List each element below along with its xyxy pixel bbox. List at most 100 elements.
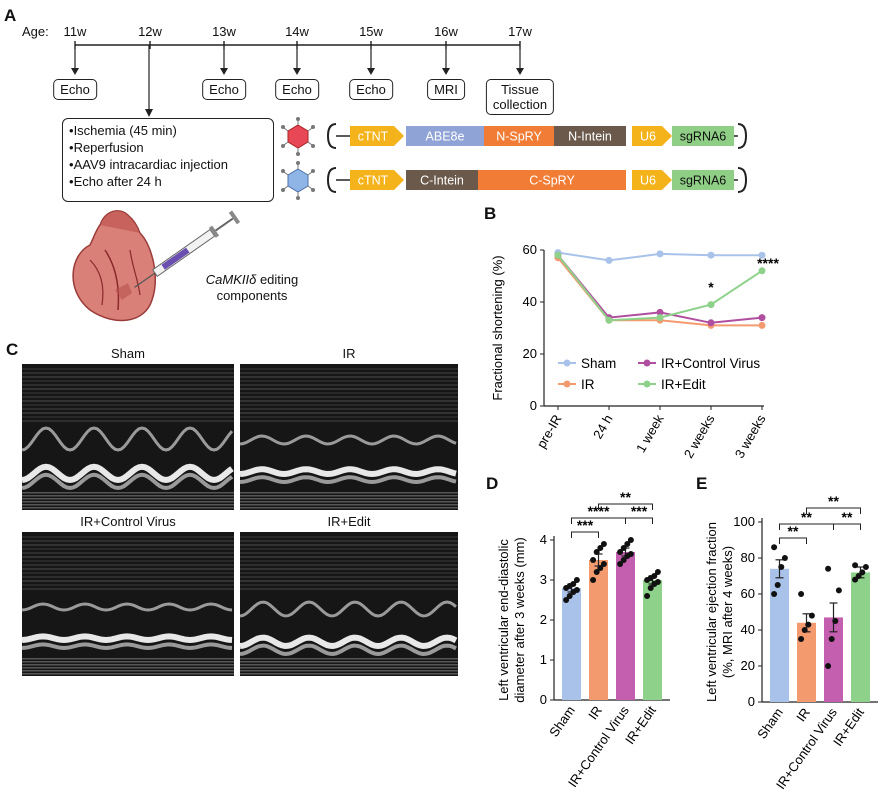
echo-wall-band <box>240 412 458 414</box>
echo-wall-band <box>22 572 234 574</box>
y-tick-label: 80 <box>741 550 755 565</box>
legend-marker <box>643 359 651 367</box>
echo-wall-band <box>22 380 234 382</box>
data-point <box>771 544 778 551</box>
week-label: 11w <box>63 24 87 39</box>
data-point <box>758 314 766 322</box>
ctnt-promoter <box>350 170 404 190</box>
echo-septum-trace <box>22 426 234 452</box>
data-point <box>828 636 835 642</box>
echo-wall-band <box>240 416 458 418</box>
sgrna-segment <box>672 126 734 146</box>
echo-image-ir <box>240 364 458 510</box>
ctnt-promoter-label: cTNT <box>358 174 389 188</box>
echo-bottom-band <box>22 498 234 500</box>
y-tick-label: 3 <box>540 572 547 587</box>
data-point <box>620 557 627 563</box>
significance-bracket <box>806 507 861 514</box>
event-arrow <box>71 49 79 75</box>
data-point <box>656 314 664 322</box>
echo-wall-band <box>22 400 234 402</box>
echo-wall-band <box>22 556 234 558</box>
event-box: Echo <box>53 79 97 100</box>
echo-wall-band <box>240 584 458 586</box>
echo-bottom-band <box>22 661 234 663</box>
echo-wall-band <box>240 396 458 398</box>
data-point <box>832 618 839 624</box>
y-axis-label: diameter after 3 weeks (mm) <box>512 537 527 702</box>
echo-wall-band <box>22 544 234 546</box>
legend-label: IR+Edit <box>661 377 706 392</box>
echo-title-ir: IR <box>342 346 356 361</box>
age-label: Age: <box>22 24 49 39</box>
data-point <box>563 597 570 603</box>
echo-bottom-band <box>22 673 234 675</box>
data-point <box>654 569 661 575</box>
x-tick-label: Sham <box>546 703 578 739</box>
data-point <box>573 577 580 583</box>
echo-wall-band <box>240 376 458 378</box>
data-point <box>651 573 658 579</box>
echo-bottom-band <box>22 492 234 494</box>
echo-bottom-band <box>22 495 234 497</box>
bar <box>797 622 816 702</box>
echo-wall-band <box>22 536 234 538</box>
echo-wall-band <box>240 400 458 402</box>
week-label: 16w <box>434 24 458 39</box>
x-tick-label: 24 h <box>590 412 616 441</box>
data-point <box>852 562 859 569</box>
echo-wall-band <box>22 568 234 570</box>
bar <box>589 560 608 700</box>
c-intein-segment-label: C-Intein <box>420 174 464 188</box>
echo-title-control: IR+Control Virus <box>80 514 176 529</box>
significance-label: ** <box>788 523 799 539</box>
data-point <box>644 593 651 599</box>
event-arrow <box>367 49 375 75</box>
echo-bottom-band <box>240 673 458 675</box>
bar <box>616 552 635 700</box>
data-point <box>573 587 580 593</box>
x-tick-label: pre-IR <box>534 412 565 451</box>
y-tick-label: 20 <box>523 346 537 361</box>
n-intein-segment <box>554 126 626 146</box>
echo-wall-band <box>22 412 234 414</box>
y-tick-label: 2 <box>540 612 547 627</box>
panel-label-b: B <box>484 204 497 223</box>
y-axis-label: Fractional shortening (%) <box>490 255 505 400</box>
event-box: Echo <box>275 79 319 100</box>
data-point <box>593 549 600 555</box>
gene-name: CaMKIIδ <box>205 272 257 287</box>
heart-illustration <box>72 210 241 322</box>
significance-label: ** <box>620 489 631 505</box>
echo-pericardium-trace <box>240 475 457 485</box>
echo-wall-band <box>240 404 458 406</box>
abe8e-segment <box>406 126 484 146</box>
u6-promoter-label: U6 <box>640 130 656 144</box>
u6-promoter <box>632 126 672 146</box>
echo-bottom-band <box>240 667 458 669</box>
echo-wall-band <box>240 384 458 386</box>
data-point <box>707 251 715 259</box>
y-tick-label: 40 <box>523 294 537 309</box>
y-tick-label: 100 <box>733 514 755 529</box>
data-point <box>805 621 812 628</box>
data-point <box>627 537 634 543</box>
echo-wall-band <box>22 576 234 578</box>
week-label: 14w <box>285 24 309 39</box>
echo-bottom-band <box>22 664 234 666</box>
event-box: Tissue collection <box>485 79 555 115</box>
echo-wall-band <box>240 544 458 546</box>
sgrna-segment <box>672 170 734 190</box>
echo-pericardium-trace <box>22 642 233 651</box>
echo-bottom-band <box>240 664 458 666</box>
echo-bottom-band <box>22 504 234 506</box>
c-spry-segment-label: C-SpRY <box>529 174 575 188</box>
echo-bottom-band <box>240 661 458 663</box>
week-label: 17w <box>508 24 532 39</box>
editing-text: editing <box>256 272 299 287</box>
echo-septum-trace <box>240 434 457 446</box>
data-point <box>654 579 661 585</box>
data-point <box>600 561 607 567</box>
data-point <box>774 582 781 588</box>
significance-label: ** <box>801 509 812 525</box>
